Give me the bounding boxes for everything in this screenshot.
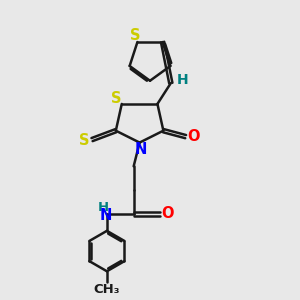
Text: S: S	[111, 91, 122, 106]
Text: S: S	[79, 133, 89, 148]
Text: S: S	[130, 28, 141, 43]
Text: N: N	[135, 142, 147, 157]
Text: H: H	[176, 73, 188, 87]
Text: O: O	[162, 206, 174, 221]
Text: H: H	[98, 201, 109, 214]
Text: CH₃: CH₃	[94, 283, 120, 296]
Text: N: N	[99, 208, 112, 223]
Text: O: O	[187, 129, 199, 144]
